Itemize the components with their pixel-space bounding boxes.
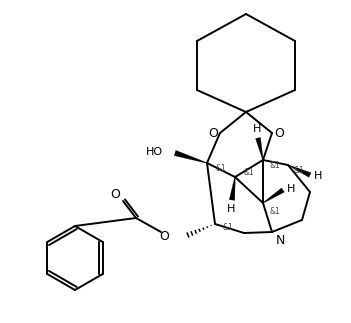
Text: &1: &1	[270, 161, 280, 170]
Text: O: O	[110, 187, 120, 201]
Text: H: H	[253, 124, 261, 134]
Text: &1: &1	[270, 206, 280, 215]
Polygon shape	[263, 188, 284, 203]
Text: N: N	[276, 234, 285, 246]
Polygon shape	[229, 177, 235, 200]
Text: H: H	[314, 171, 322, 181]
Text: &1: &1	[294, 165, 304, 174]
Polygon shape	[288, 165, 311, 177]
Text: H: H	[287, 184, 295, 194]
Text: O: O	[208, 127, 218, 140]
Polygon shape	[256, 138, 263, 160]
Text: &1: &1	[244, 168, 254, 176]
Text: HO: HO	[146, 147, 163, 157]
Text: &1: &1	[216, 163, 226, 172]
Polygon shape	[174, 151, 207, 163]
Text: H: H	[227, 204, 235, 214]
Text: O: O	[274, 127, 284, 140]
Text: O: O	[159, 231, 169, 244]
Text: &1: &1	[223, 224, 233, 233]
